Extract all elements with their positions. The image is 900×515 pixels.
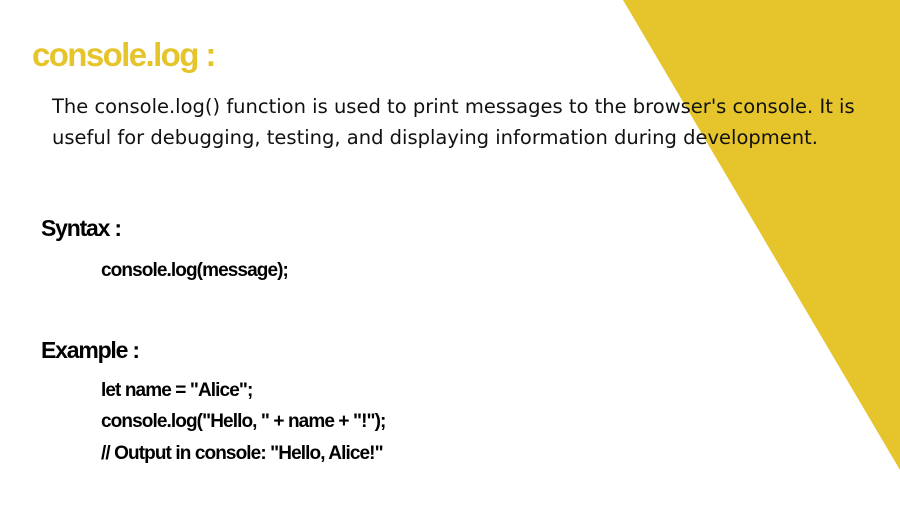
example-heading: Example :: [41, 337, 140, 363]
slide-title: console.log :: [32, 36, 216, 73]
example-code-line: console.log("Hello, " + name + "!");: [101, 411, 386, 432]
syntax-heading: Syntax :: [41, 215, 122, 241]
example-code-line: let name = "Alice";: [101, 380, 253, 401]
example-code-line: // Output in console: "Hello, Alice!": [101, 443, 384, 464]
syntax-code: console.log(message);: [101, 260, 289, 281]
description-paragraph: The console.log() function is used to pr…: [52, 95, 855, 149]
